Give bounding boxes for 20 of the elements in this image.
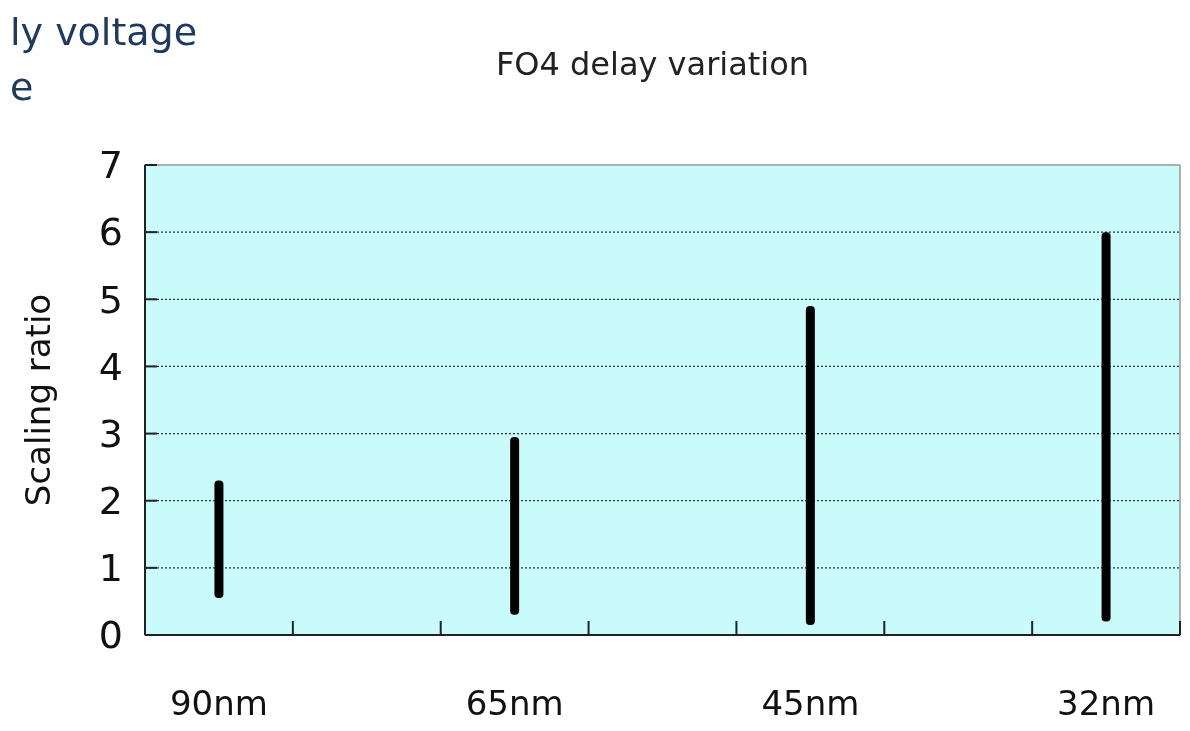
x-tick-label: 45nm — [761, 683, 860, 723]
chart-title: FO4 delay variation — [495, 45, 810, 83]
bar — [1101, 232, 1111, 622]
y-tick-label: 5 — [98, 277, 123, 322]
y-tick-label: 2 — [98, 479, 123, 524]
y-axis-title: Scaling ratio — [18, 293, 58, 507]
bar — [214, 480, 224, 599]
y-tick-label: 6 — [98, 210, 123, 255]
y-tick-label: 0 — [98, 613, 123, 658]
x-tick-label: 32nm — [1057, 683, 1156, 723]
text: e — [10, 65, 34, 109]
x-tick-label: 65nm — [465, 683, 564, 723]
text: ly voltage — [10, 10, 198, 54]
y-tick-label: 3 — [98, 411, 123, 456]
y-tick-label: 4 — [98, 344, 123, 389]
y-tick-label: 7 — [98, 143, 123, 188]
bar — [805, 306, 815, 625]
x-tick-label: 90nm — [169, 683, 268, 723]
y-tick-label: 1 — [98, 546, 123, 591]
bar — [510, 436, 520, 615]
